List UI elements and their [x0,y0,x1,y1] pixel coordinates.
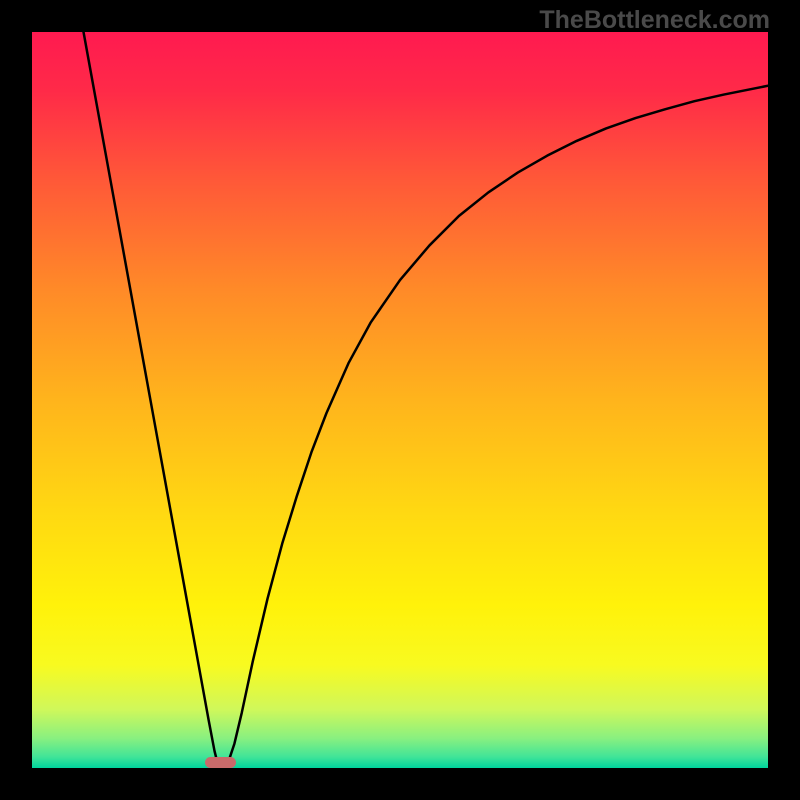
watermark-text: TheBottleneck.com [539,6,770,35]
plot-area [32,32,768,768]
bottleneck-curve [84,32,768,767]
optimum-marker [205,757,236,768]
curve-layer [32,32,768,768]
chart-container: TheBottleneck.com [0,0,800,800]
